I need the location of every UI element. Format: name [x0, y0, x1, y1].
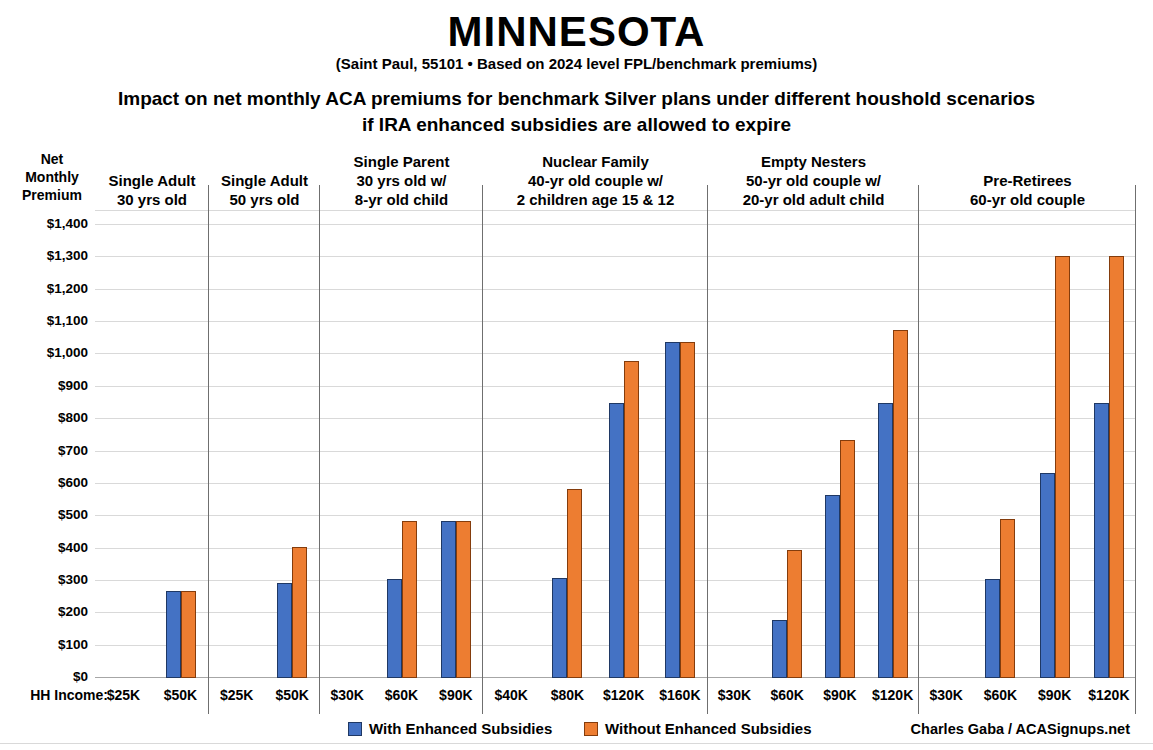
gridline — [95, 224, 1136, 225]
group-separator-line — [918, 185, 919, 714]
y-tick-label: $600 — [0, 475, 88, 491]
income-tick-label: $120K — [1069, 687, 1149, 703]
y-tick-label: $400 — [0, 540, 88, 556]
group-separator-line — [482, 185, 483, 714]
bar-without-subsidies — [624, 361, 639, 678]
bar-with-subsidies — [1094, 403, 1109, 678]
y-tick-label: $500 — [0, 507, 88, 523]
bar-without-subsidies — [292, 547, 307, 678]
gridline — [95, 386, 1136, 387]
bar-with-subsidies — [1040, 473, 1055, 678]
y-tick-label: $1,200 — [0, 281, 88, 297]
gridline — [95, 321, 1136, 322]
description-line-2: if IRA enhanced subsidies are allowed to… — [0, 112, 1153, 138]
bar-without-subsidies — [893, 330, 908, 678]
description-line-1: Impact on net monthly ACA premiums for b… — [0, 86, 1153, 112]
legend-label-without: Without Enhanced Subsidies — [605, 720, 812, 737]
y-axis-title-line-1: Net — [10, 150, 94, 168]
chart-description: Impact on net monthly ACA premiums for b… — [0, 86, 1153, 138]
y-tick-label: $1,400 — [0, 216, 88, 232]
chart-title: MINNESOTA — [0, 8, 1153, 56]
credit-text: Charles Gaba / ACASignups.net — [911, 721, 1130, 737]
chart-subtitle: (Saint Paul, 55101 • Based on 2024 level… — [0, 55, 1153, 72]
bar-without-subsidies — [840, 440, 855, 678]
gridline — [95, 353, 1136, 354]
gridline — [95, 256, 1136, 257]
chart-bottom-border — [0, 743, 1153, 744]
legend-item-with-subsidies: With Enhanced Subsidies — [348, 720, 552, 737]
chart-page: MINNESOTA (Saint Paul, 55101 • Based on … — [0, 0, 1153, 750]
plot-area — [95, 210, 1136, 678]
bar-with-subsidies — [166, 591, 181, 678]
bar-without-subsidies — [567, 489, 582, 678]
bar-without-subsidies — [787, 550, 802, 678]
y-tick-label: $700 — [0, 443, 88, 459]
with-subsidies-swatch-icon — [348, 722, 362, 736]
bar-with-subsidies — [665, 342, 680, 679]
bar-with-subsidies — [772, 620, 787, 678]
y-tick-label: $1,300 — [0, 248, 88, 264]
bar-with-subsidies — [825, 495, 840, 678]
bar-with-subsidies — [387, 579, 402, 678]
bar-with-subsidies — [985, 579, 1000, 678]
bar-without-subsidies — [1000, 519, 1015, 678]
scenario-group-header-line: Empty Nesters — [664, 152, 964, 171]
legend-item-without-subsidies: Without Enhanced Subsidies — [584, 720, 812, 737]
group-separator-line — [707, 185, 708, 714]
y-tick-label: $900 — [0, 378, 88, 394]
y-tick-label: $300 — [0, 572, 88, 588]
bar-with-subsidies — [552, 578, 567, 678]
bar-without-subsidies — [402, 521, 417, 678]
bar-without-subsidies — [1055, 256, 1070, 678]
gridline — [95, 289, 1136, 290]
y-tick-label: $1,100 — [0, 313, 88, 329]
bar-without-subsidies — [181, 591, 196, 678]
bar-without-subsidies — [456, 521, 471, 678]
legend-label-with: With Enhanced Subsidies — [369, 720, 552, 737]
y-tick-label: $1,000 — [0, 345, 88, 361]
group-separator-line — [319, 185, 320, 714]
bar-without-subsidies — [680, 342, 695, 679]
y-tick-label: $200 — [0, 604, 88, 620]
bar-with-subsidies — [878, 403, 893, 678]
bar-with-subsidies — [277, 583, 292, 678]
without-subsidies-swatch-icon — [584, 722, 598, 736]
group-separator-line — [1135, 185, 1136, 714]
bar-with-subsidies — [441, 521, 456, 678]
bar-with-subsidies — [609, 403, 624, 678]
y-tick-label: $0 — [0, 669, 88, 685]
y-tick-label: $800 — [0, 410, 88, 426]
group-separator-line — [208, 185, 209, 714]
y-tick-label: $100 — [0, 637, 88, 653]
bar-without-subsidies — [1109, 256, 1124, 678]
